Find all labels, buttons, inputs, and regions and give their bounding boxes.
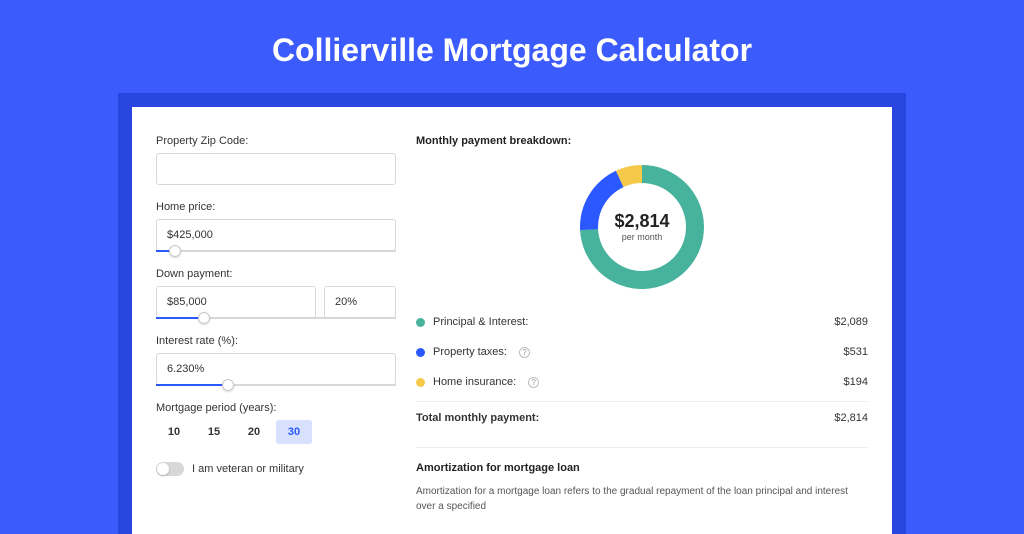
legend-row: Home insurance:? $194 [416,367,868,397]
legend-dot [416,348,425,357]
header-bar: Property Zip Code: Home price: Down paym… [118,93,906,534]
form-column: Property Zip Code: Home price: Down paym… [156,135,396,514]
interest-rate-input[interactable] [156,353,396,385]
donut-center-amount: $2,814 [614,211,669,231]
mortgage-period-label: Mortgage period (years): [156,402,396,414]
donut-center-sub: per month [622,232,663,242]
interest-rate-slider-thumb[interactable] [222,379,234,391]
legend-row: Property taxes:? $531 [416,337,868,367]
breakdown-column: Monthly payment breakdown: $2,814 per mo… [416,135,868,514]
interest-rate-slider[interactable] [156,384,396,386]
home-price-input[interactable] [156,219,396,251]
info-icon[interactable]: ? [528,377,539,388]
down-payment-slider-thumb[interactable] [198,312,210,324]
veteran-toggle[interactable] [156,462,184,476]
home-price-slider-thumb[interactable] [169,245,181,257]
interest-rate-label: Interest rate (%): [156,335,396,347]
total-value: $2,814 [834,412,868,424]
amortization-block: Amortization for mortgage loan Amortizat… [416,447,868,514]
info-icon[interactable]: ? [519,347,530,358]
legend-label: Home insurance: [433,376,516,388]
total-label: Total monthly payment: [416,412,539,424]
legend-value: $531 [844,346,868,358]
calculator-card: Property Zip Code: Home price: Down paym… [132,107,892,534]
total-row: Total monthly payment: $2,814 [416,401,868,433]
period-option-15[interactable]: 15 [196,420,232,444]
down-payment-label: Down payment: [156,268,396,280]
mortgage-period-options: 10152030 [156,420,396,444]
home-price-field: Home price: [156,201,396,252]
legend-value: $194 [844,376,868,388]
veteran-row: I am veteran or military [156,462,396,476]
legend-label: Property taxes: [433,346,507,358]
period-option-30[interactable]: 30 [276,420,312,444]
zip-input[interactable] [156,153,396,185]
legend-value: $2,089 [834,316,868,328]
legend-row: Principal & Interest: $2,089 [416,307,868,337]
zip-label: Property Zip Code: [156,135,396,147]
mortgage-period-field: Mortgage period (years): 10152030 [156,402,396,444]
legend-dot [416,378,425,387]
page-title: Collierville Mortgage Calculator [0,0,1024,93]
legend: Principal & Interest: $2,089 Property taxe… [416,307,868,397]
donut-chart: $2,814 per month [416,155,868,307]
amortization-text: Amortization for a mortgage loan refers … [416,484,868,514]
down-payment-field: Down payment: [156,268,396,319]
amortization-title: Amortization for mortgage loan [416,462,868,474]
legend-label: Principal & Interest: [433,316,528,328]
home-price-label: Home price: [156,201,396,213]
interest-rate-field: Interest rate (%): [156,335,396,386]
home-price-slider[interactable] [156,250,396,252]
veteran-label: I am veteran or military [192,463,304,475]
period-option-10[interactable]: 10 [156,420,192,444]
down-payment-percent-input[interactable] [324,286,396,318]
legend-dot [416,318,425,327]
zip-field: Property Zip Code: [156,135,396,185]
down-payment-input[interactable] [156,286,316,318]
down-payment-slider[interactable] [156,317,396,319]
breakdown-title: Monthly payment breakdown: [416,135,868,147]
period-option-20[interactable]: 20 [236,420,272,444]
